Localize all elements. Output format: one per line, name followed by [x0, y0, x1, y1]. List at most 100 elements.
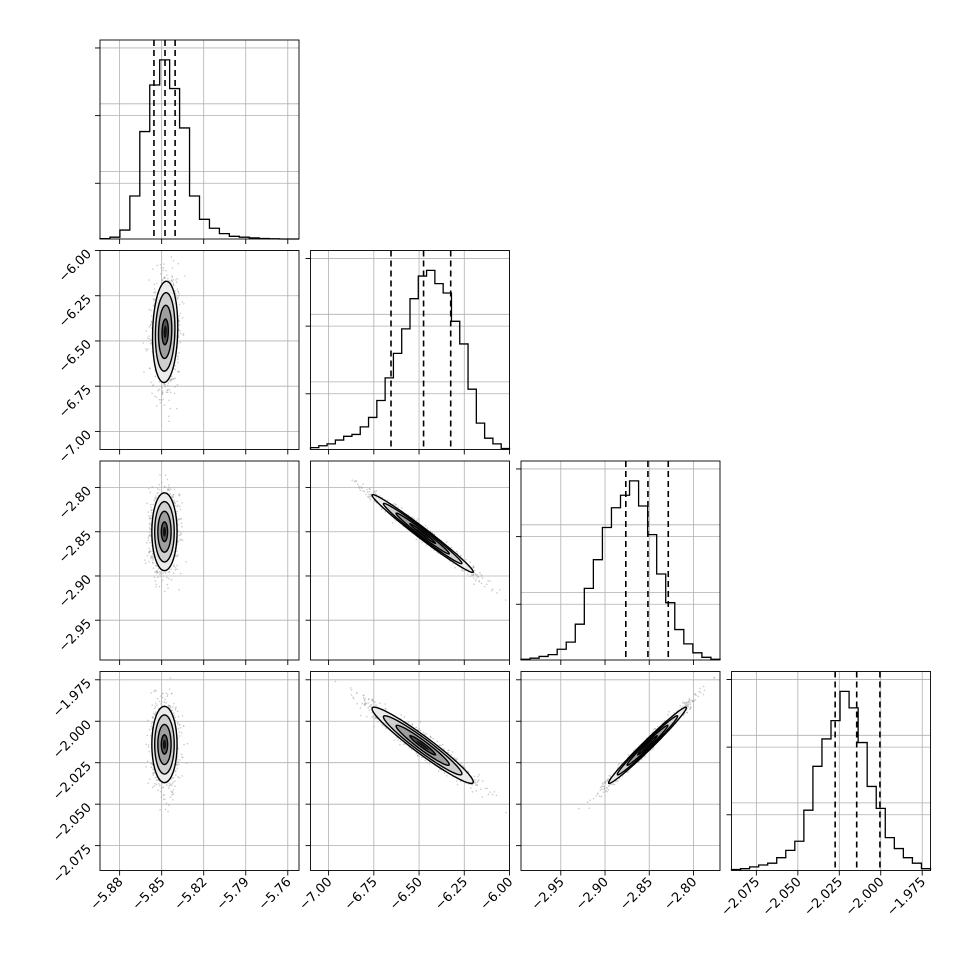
scatter-point [480, 575, 483, 577]
scatter-point [151, 550, 154, 553]
scatter-point [480, 582, 483, 585]
scatter-point [146, 734, 149, 737]
scatter-point [144, 562, 147, 565]
scatter-point [155, 497, 158, 499]
scatter-point [416, 519, 418, 522]
scatter-point [373, 490, 376, 493]
scatter-point [154, 580, 157, 582]
scatter-point [454, 566, 456, 569]
scatter-point [166, 389, 169, 391]
scatter-point [391, 521, 394, 524]
scatter-point [168, 420, 170, 423]
scatter-point [177, 358, 179, 360]
scatter-point [425, 544, 428, 547]
scatter-point [164, 383, 166, 386]
scatter-point [479, 571, 481, 574]
scatter-point [452, 562, 454, 565]
scatter-point [177, 336, 180, 338]
y-tick-label: −6.25 [56, 292, 95, 331]
scatter-point [181, 502, 183, 504]
scatter-point [160, 266, 163, 269]
scatter-point [179, 534, 182, 536]
scatter-point [413, 518, 416, 520]
histogram-panel [516, 460, 721, 665]
scatter-point [157, 389, 159, 392]
scatter-point [148, 517, 151, 520]
scatter-point [149, 342, 152, 345]
scatter-panel-wrap: −7.00−6.75−6.50−6.25−6.00 [56, 247, 300, 467]
scatter-point [421, 541, 423, 544]
scatter-point [363, 490, 366, 493]
scatter-point [153, 283, 156, 286]
scatter-point [477, 576, 480, 578]
scatter-point [175, 281, 178, 283]
scatter-point [491, 588, 494, 590]
scatter-point [170, 256, 173, 258]
scatter-point [147, 744, 150, 746]
scatter-point [162, 269, 164, 272]
scatter-point [156, 488, 159, 490]
contour-line [409, 523, 437, 544]
scatter-point [148, 547, 150, 550]
scatter-panel [143, 474, 187, 592]
y-tick-label: −7.00 [56, 428, 95, 467]
panel-frame [310, 460, 510, 661]
scatter-point [148, 279, 150, 281]
scatter-point [145, 766, 147, 768]
y-tick-label: −2.075 [50, 842, 95, 887]
scatter-point [401, 507, 403, 509]
scatter-point [179, 518, 182, 520]
scatter-point [166, 784, 168, 786]
scatter-point [157, 571, 159, 573]
scatter-point [177, 355, 179, 358]
scatter-point [170, 379, 173, 382]
y-tick-label: −2.90 [56, 572, 95, 611]
scatter-point [155, 282, 158, 285]
scatter-point [149, 517, 152, 519]
scatter-point [147, 511, 150, 513]
scatter-point [148, 527, 151, 529]
scatter-point [172, 799, 174, 801]
scatter-point [149, 491, 152, 493]
scatter-point [173, 392, 176, 395]
y-tick-label: −6.50 [56, 337, 95, 376]
scatter-point [168, 279, 170, 282]
scatter-point [173, 499, 176, 502]
scatter-point [359, 489, 362, 492]
scatter-point [172, 283, 175, 286]
scatter-point [164, 798, 166, 800]
scatter-point [167, 484, 170, 486]
scatter-point [162, 575, 165, 577]
scatter-point [150, 309, 152, 312]
scatter-point [154, 290, 156, 293]
scatter-point [181, 525, 183, 528]
contour-line [151, 492, 178, 572]
scatter-point [177, 295, 180, 297]
scatter-point [147, 487, 150, 490]
scatter-point [472, 566, 475, 568]
scatter-point [368, 490, 371, 493]
scatter-point [169, 407, 172, 410]
scatter-point [155, 292, 157, 295]
scatter-point [173, 501, 176, 504]
scatter-point [179, 508, 182, 511]
scatter-point [150, 514, 152, 517]
scatter-point [160, 399, 162, 401]
scatter-point [151, 315, 153, 318]
scatter-point [148, 778, 151, 781]
scatter-point [151, 511, 153, 514]
scatter-point [149, 557, 152, 560]
histogram-step [730, 690, 932, 871]
scatter-point [170, 579, 173, 581]
scatter-point [174, 377, 176, 379]
scatter-point [366, 491, 369, 493]
scatter-point [171, 280, 174, 283]
scatter-point [368, 497, 371, 500]
scatter-point [177, 361, 179, 364]
scatter-point [150, 509, 153, 512]
scatter-point [158, 783, 160, 785]
y-tick-label: −1.975 [50, 676, 95, 721]
scatter-point [170, 692, 173, 695]
scatter-point [164, 474, 167, 476]
